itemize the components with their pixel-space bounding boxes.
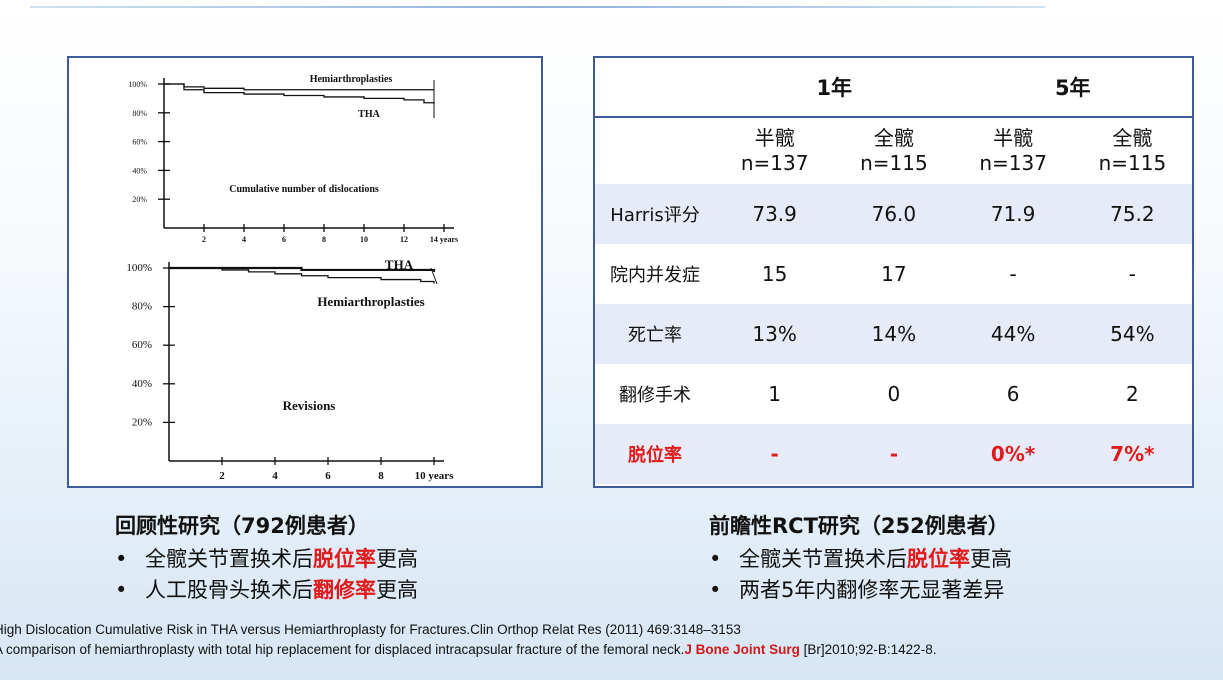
table-cell: 13% <box>715 304 835 364</box>
table-cell: - <box>834 424 954 484</box>
table-cell: 76.0 <box>834 184 954 244</box>
row-label: 死亡率 <box>595 304 715 364</box>
y-tick-label: 80% <box>132 109 147 118</box>
group-header: 半髋 n=137 <box>979 126 1047 175</box>
x-tick-label: 6 <box>325 470 331 482</box>
series-label: Hemiarthroplasties <box>310 74 393 85</box>
chart-title: Revisions <box>283 398 336 413</box>
x-tick-label: 4 <box>242 235 246 244</box>
table-row-dislocation: 脱位率 - - 0%* 7%* <box>595 424 1192 484</box>
table-row-mortality: 死亡率 13% 14% 44% 54% <box>595 304 1192 364</box>
y-tick-label: 40% <box>132 378 152 390</box>
x-tick-label: 4 <box>272 470 278 482</box>
table-cell: 2 <box>1126 382 1139 406</box>
table-cell: - <box>715 424 835 484</box>
table-cell: 7%* <box>1072 424 1192 484</box>
left-caption-title: 回顾性研究（792例患者） <box>115 514 369 538</box>
chart-title: Cumulative number of dislocations <box>229 184 379 195</box>
chart-panel: 100% 80% 60% 40% 20% 2 4 6 8 10 12 14 years Hemiarth… <box>67 56 543 488</box>
x-tick-label: 14 years <box>430 235 458 244</box>
table-cell: - <box>1009 262 1017 286</box>
row-label: Harris评分 <box>595 184 715 244</box>
x-tick-label: 2 <box>202 235 206 244</box>
series-label: THA <box>358 109 380 120</box>
table-panel: 1年 5年 半髋 n=137 全髋 n=115 半髋 n=137 全髋 n=115 Ha… <box>593 56 1194 488</box>
table-cell: 73.9 <box>715 184 835 244</box>
series-label: THA <box>385 257 414 272</box>
x-tick-label: 6 <box>282 235 286 244</box>
list-item: • 全髋关节置换术后脱位率更高 <box>115 547 418 571</box>
table-row-revision: 翻修手术 1 0 6 2 <box>595 364 1192 424</box>
table-cell: 0%* <box>953 424 1073 484</box>
y-tick-label: 20% <box>132 195 147 204</box>
x-tick-label: 2 <box>219 470 225 482</box>
group-header: 全髋 n=115 <box>860 126 928 175</box>
table-row-complications: 院内并发症 15 17 - - <box>595 244 1192 304</box>
year-5-header: 5年 <box>953 58 1192 118</box>
series-line <box>164 83 435 105</box>
reference-2: A comparison of hemiarthroplasty with to… <box>0 642 937 657</box>
series-line <box>169 266 436 272</box>
table-cell: 14% <box>834 304 954 364</box>
table-cell: 0 <box>887 382 901 406</box>
y-tick-label: 40% <box>132 166 147 175</box>
table-cell: 1 <box>768 382 781 406</box>
y-tick-label: 80% <box>132 301 152 313</box>
year-1-header: 1年 <box>715 58 954 118</box>
group-header: 全髋 n=115 <box>1098 126 1167 175</box>
table-row-harris: Harris评分 73.9 76.0 71.9 75.2 <box>595 184 1192 244</box>
table-cell: - <box>1128 262 1136 286</box>
series-line <box>169 267 435 284</box>
references: High Dislocation Cumulative Risk in THA … <box>0 620 936 660</box>
censor-mark <box>430 267 438 285</box>
right-bullets: • 全髋关节置换术后脱位率更高 • 两者5年内翻修率无显著差异 <box>709 544 1012 606</box>
survival-charts: 100% 80% 60% 40% 20% 2 4 6 8 10 12 14 years Hemiarth… <box>126 74 458 482</box>
list-item: • 人工股骨头换术后翻修率更高 <box>115 578 418 602</box>
row-label: 脱位率 <box>595 424 715 484</box>
group-header: 半髋 n=137 <box>740 126 809 175</box>
x-tick-label: 12 <box>400 235 408 244</box>
table-cell: 75.2 <box>1072 184 1192 244</box>
table-cell: 44% <box>953 304 1073 364</box>
right-caption-title: 前瞻性RCT研究（252例患者） <box>709 514 1009 538</box>
y-tick-label: 60% <box>132 138 147 147</box>
y-tick-label: 60% <box>132 339 152 351</box>
results-table: 1年 5年 半髋 n=137 全髋 n=115 半髋 n=137 全髋 n=115 Ha… <box>595 58 1192 484</box>
table-cell: 54% <box>1072 304 1192 364</box>
y-tick-label: 100% <box>128 80 147 89</box>
x-tick-label: 8 <box>322 235 326 244</box>
list-item: • 全髋关节置换术后脱位率更高 <box>709 547 1012 571</box>
table-cell: 71.9 <box>953 184 1073 244</box>
list-item: • 两者5年内翻修率无显著差异 <box>709 578 1005 602</box>
year-header-row: 1年 5年 <box>595 58 1192 118</box>
top-divider <box>30 6 1045 8</box>
row-label: 翻修手术 <box>619 385 691 406</box>
table-cell: 17 <box>881 262 907 286</box>
left-bullets: • 全髋关节置换术后脱位率更高 • 人工股骨头换术后翻修率更高 <box>115 544 418 606</box>
x-tick-label: 10 years <box>415 470 455 482</box>
table-cell: 15 <box>761 262 788 286</box>
series-line <box>164 83 434 91</box>
y-tick-label: 20% <box>132 416 152 428</box>
reference-1: High Dislocation Cumulative Risk in THA … <box>0 622 741 637</box>
series-label: Hemiarthroplasties <box>317 294 424 309</box>
table-cell: 6 <box>1006 382 1020 406</box>
x-tick-label: 10 <box>360 235 368 244</box>
row-label: 院内并发症 <box>610 265 700 286</box>
x-tick-label: 8 <box>378 470 384 482</box>
group-header-row: 半髋 n=137 全髋 n=115 半髋 n=137 全髋 n=115 <box>595 117 1192 184</box>
y-tick-label: 100% <box>126 262 152 274</box>
